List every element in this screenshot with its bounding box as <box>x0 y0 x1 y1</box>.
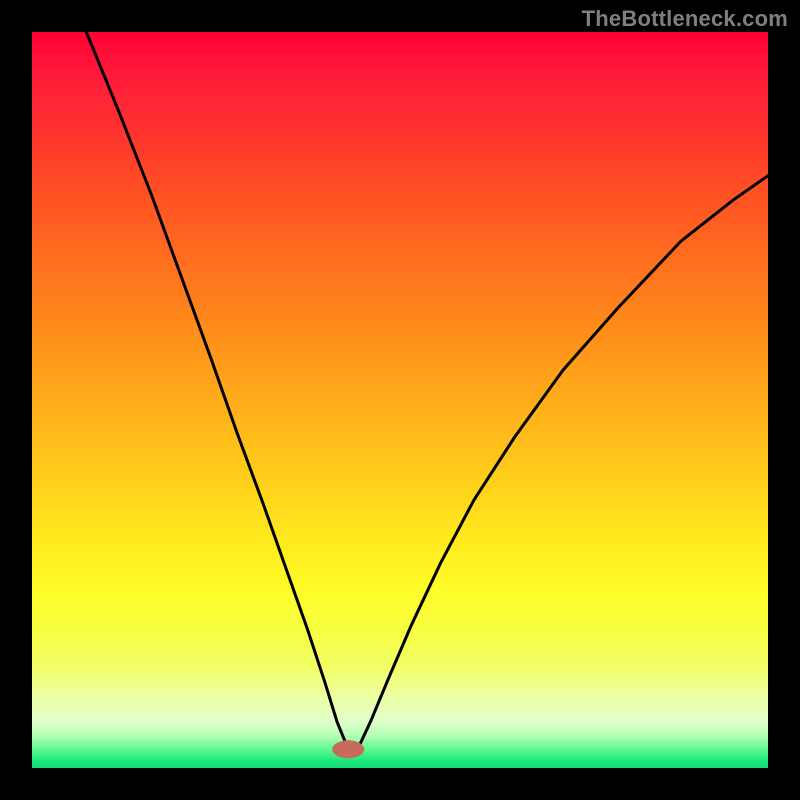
chart-container: TheBottleneck.com <box>0 0 800 800</box>
bottleneck-chart <box>0 0 800 800</box>
watermark-label: TheBottleneck.com <box>582 6 788 32</box>
optimal-point-marker <box>332 740 364 758</box>
plot-background <box>30 30 770 770</box>
